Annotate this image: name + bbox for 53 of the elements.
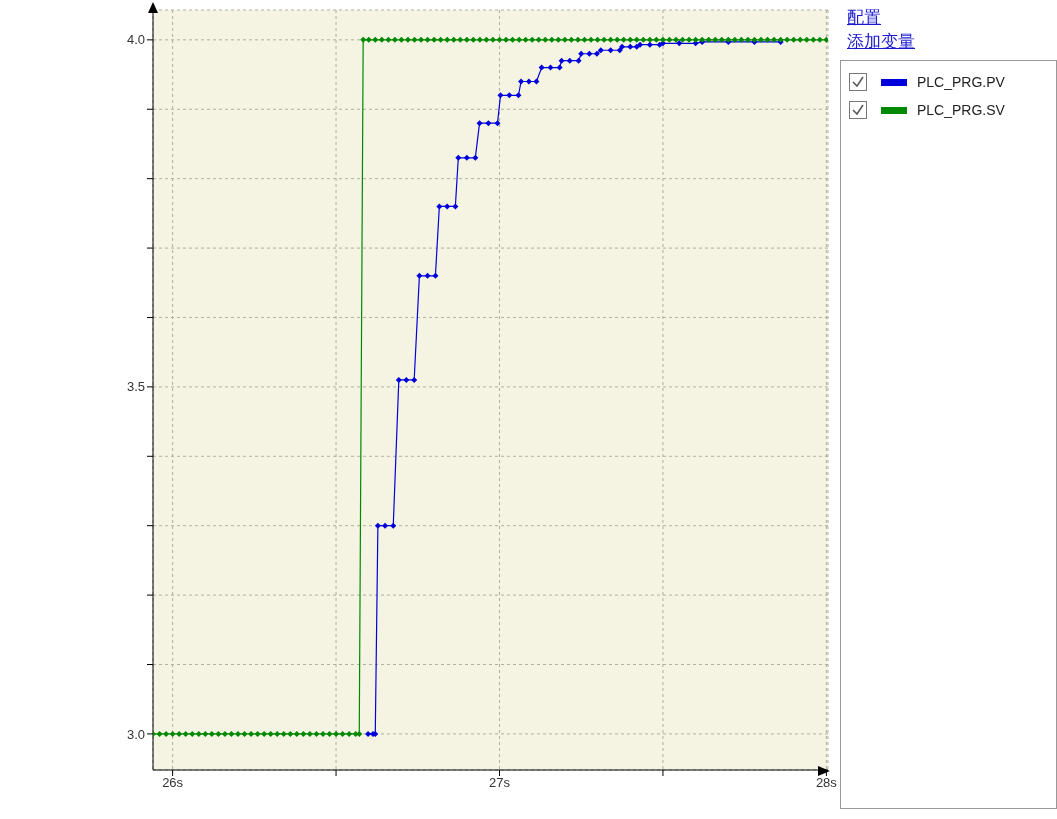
point bbox=[432, 272, 439, 279]
point bbox=[390, 522, 397, 529]
legend-label: PLC_PRG.SV bbox=[917, 102, 1005, 118]
point bbox=[416, 272, 423, 279]
point bbox=[472, 154, 479, 161]
point bbox=[444, 203, 451, 210]
point bbox=[476, 120, 483, 127]
point bbox=[616, 47, 623, 54]
point bbox=[627, 43, 634, 50]
point bbox=[452, 203, 459, 210]
point bbox=[607, 47, 614, 54]
point bbox=[506, 92, 513, 99]
point bbox=[586, 50, 593, 57]
point bbox=[411, 376, 418, 383]
y-tick-label: 4.0 bbox=[126, 32, 145, 48]
point bbox=[538, 64, 545, 71]
point bbox=[365, 730, 372, 737]
text: 配置 bbox=[847, 7, 882, 29]
point bbox=[558, 57, 565, 64]
text: 添加变量 bbox=[847, 31, 915, 53]
point bbox=[633, 43, 640, 50]
point bbox=[533, 78, 540, 85]
point bbox=[597, 47, 604, 54]
point bbox=[494, 120, 501, 127]
point bbox=[525, 78, 532, 85]
point bbox=[578, 50, 585, 57]
point bbox=[374, 522, 381, 529]
point bbox=[485, 120, 492, 127]
y-tick-label: 3.5 bbox=[126, 379, 145, 395]
point bbox=[403, 376, 410, 383]
point bbox=[637, 41, 644, 48]
point bbox=[515, 92, 522, 99]
point bbox=[395, 376, 402, 383]
point bbox=[619, 43, 626, 50]
point bbox=[518, 78, 525, 85]
point bbox=[593, 50, 600, 57]
y-tick-label: 3.0 bbox=[126, 726, 145, 742]
point bbox=[455, 154, 462, 161]
point bbox=[646, 41, 653, 48]
point bbox=[436, 203, 443, 210]
point bbox=[566, 57, 573, 64]
x-tick-label: 28s bbox=[815, 775, 838, 791]
point bbox=[497, 92, 504, 99]
x-tick-label: 27s bbox=[489, 775, 511, 791]
x-tick-label: 26s bbox=[162, 775, 184, 791]
point bbox=[676, 40, 683, 47]
point bbox=[547, 64, 554, 71]
point bbox=[556, 64, 563, 71]
point bbox=[463, 154, 470, 161]
point bbox=[575, 57, 582, 64]
point bbox=[382, 522, 389, 529]
point bbox=[424, 272, 431, 279]
legend-label: PLC_PRG.PV bbox=[917, 74, 1005, 90]
